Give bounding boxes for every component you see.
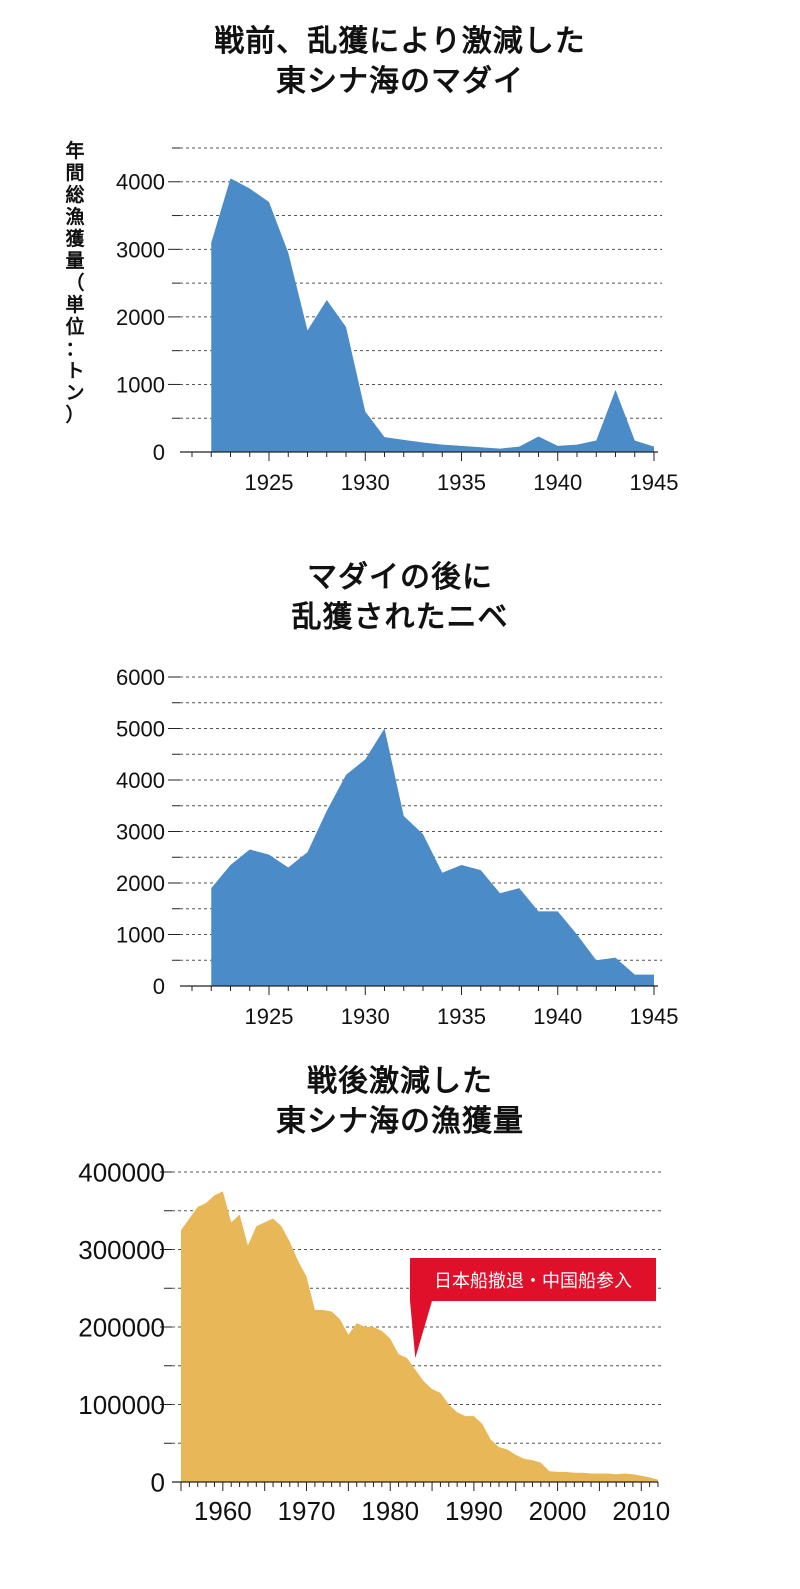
chart2-title: マダイの後に 乱獲されたニベ [0,558,800,638]
x-tick-label: 1980 [361,1496,419,1526]
x-tick-label: 2000 [529,1496,587,1526]
x-tick-label: 1925 [245,1004,294,1029]
chart2-title-line2: 乱獲されたニベ [291,600,509,635]
x-tick-label: 1940 [533,1004,582,1029]
annotation-label: 日本船撤退・中国船参入 [434,1271,632,1292]
x-tick-label: 1930 [341,470,390,495]
x-tick-label: 1960 [194,1496,252,1526]
x-tick-label: 1925 [245,470,294,495]
chart2-nibe-catch: 1925 1930 1935 1940 1945 0 1000 2000 3000 4000 500… [116,665,678,1029]
x-tick-label: 1990 [445,1496,503,1526]
x-tick-label: 1970 [278,1496,336,1526]
x-tick-label: 2010 [612,1496,670,1526]
y-tick-label: 0 [153,974,165,999]
chart1-maddai-catch: 1925 1930 1935 1940 1945 0 1000 2000 3000 4000 [116,147,679,495]
chart1-ylabel: 年間総漁獲量（単位：トン） [65,140,85,426]
x-tick-label: 1940 [533,470,582,495]
chart1-title-line1: 戦前、乱獲により激減した [214,24,586,59]
y-tick-label: 100000 [78,1390,165,1420]
area-series [211,178,654,452]
chart3-title-line2: 東シナ海の漁獲量 [276,1104,524,1139]
x-tick-label: 1935 [437,1004,486,1029]
y-tick-label: 1000 [116,372,165,397]
chart3-title-line1: 戦後激減した [307,1064,493,1099]
y-tick-label: 4000 [116,170,165,195]
annotation-callout [410,1258,656,1358]
y-tick-label: 2000 [116,871,165,896]
x-tick-label: 1945 [630,470,679,495]
y-tick-label: 4000 [116,768,165,793]
y-tick-label: 1000 [116,922,165,947]
y-tick-label: 200000 [78,1312,165,1342]
y-tick-label: 400000 [78,1157,165,1187]
y-tick-label: 300000 [78,1235,165,1265]
y-tick-label: 0 [153,440,165,465]
chart3-title: 戦後激減した 東シナ海の漁獲量 [0,1062,800,1142]
area-series [181,1191,658,1482]
area-series [211,728,654,986]
chart1-title-line2: 東シナ海のマダイ [276,64,524,99]
chart1-title: 戦前、乱獲により激減した 東シナ海のマダイ [0,22,800,102]
x-tick-label: 1935 [437,470,486,495]
y-tick-label: 2000 [116,305,165,330]
y-tick-label: 5000 [116,716,165,741]
chart2-title-line1: マダイの後に [307,560,493,595]
y-tick-label: 0 [151,1467,165,1497]
y-tick-label: 3000 [116,237,165,262]
y-tick-label: 3000 [116,819,165,844]
y-tick-label: 6000 [116,665,165,690]
x-tick-label: 1945 [630,1004,679,1029]
x-tick-label: 1930 [341,1004,390,1029]
chart3-east-china-sea-catch: 1960 1970 1980 1990 2000 2010 0 100000 200000 300… [78,1157,670,1526]
